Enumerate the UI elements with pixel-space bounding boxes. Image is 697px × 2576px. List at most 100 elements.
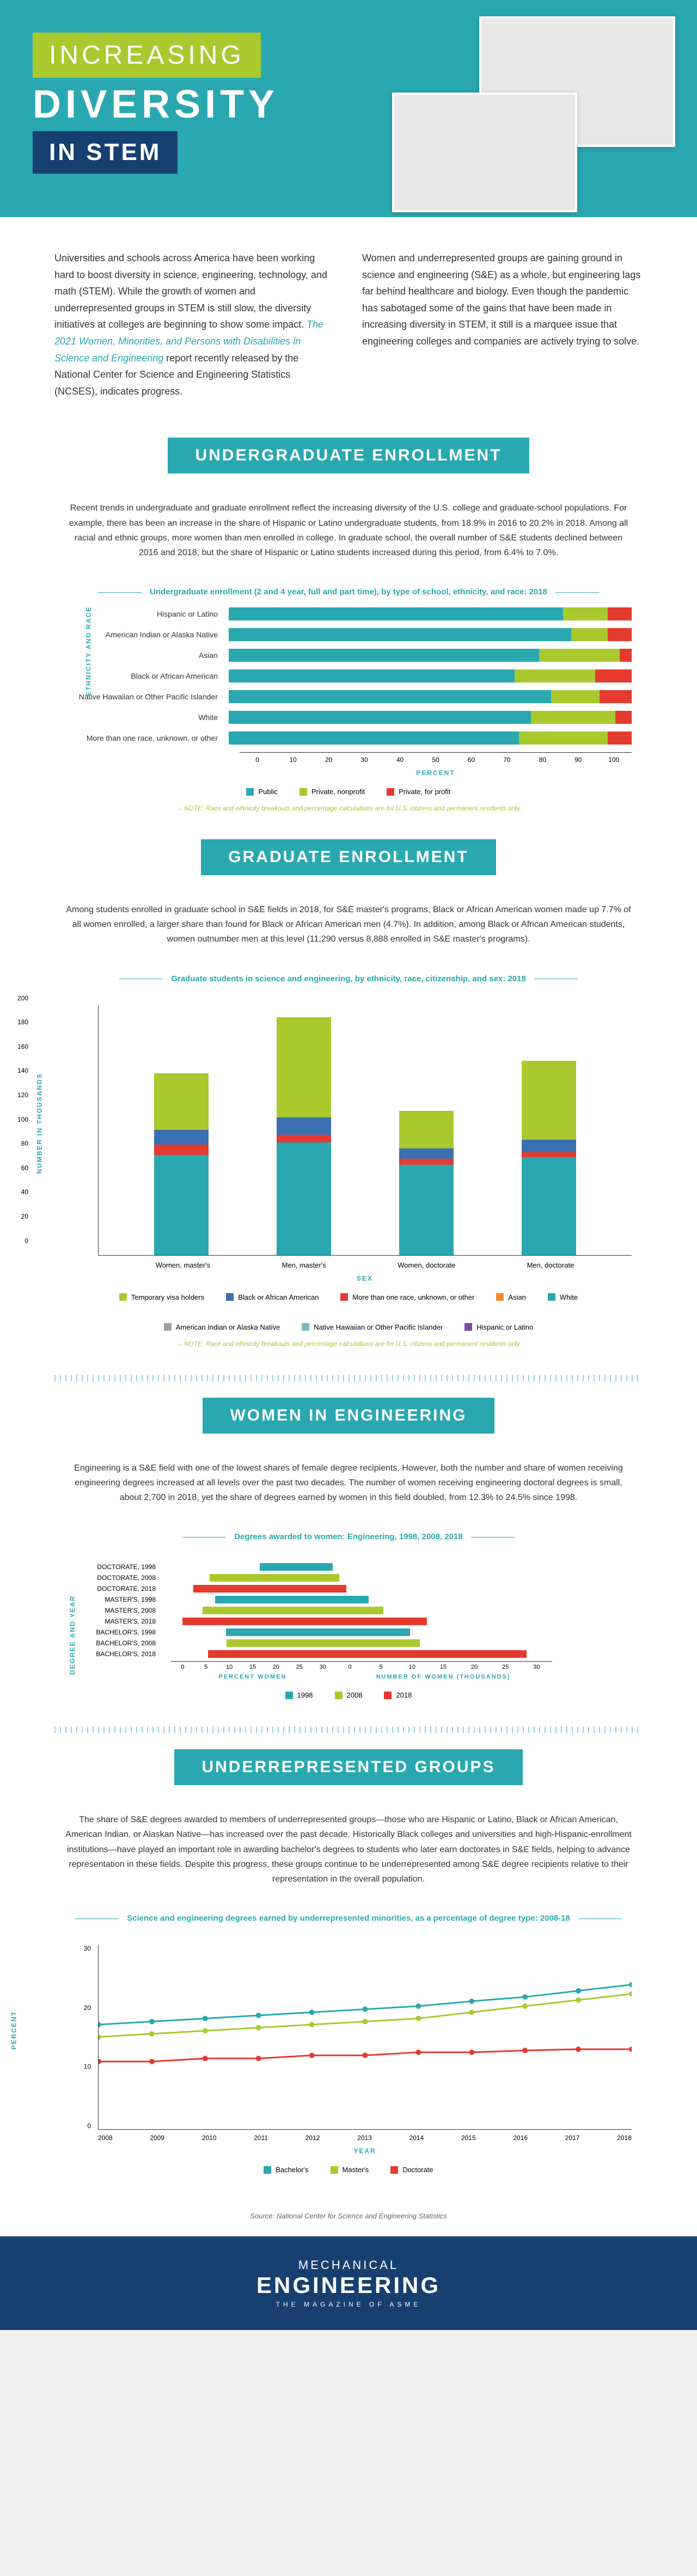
- tick: 25: [288, 1664, 311, 1670]
- line-series: [99, 1994, 632, 2037]
- bar-left: [203, 1607, 327, 1614]
- stacked-bar: [229, 669, 632, 683]
- tick: 2008: [98, 2134, 113, 2142]
- chart-row: BACHELOR'S, 2008: [65, 1639, 632, 1647]
- chart-row: American Indian or Alaska Native: [76, 628, 632, 641]
- tick: 20: [264, 1664, 288, 1670]
- data-point: [576, 1997, 581, 2003]
- tick: 120: [11, 1091, 28, 1099]
- sec4-legend: Bachelor'sMaster'sDoctorate: [65, 2166, 632, 2174]
- chart-row: Hispanic or Latino: [76, 607, 632, 620]
- data-point: [469, 1999, 474, 2004]
- sec4-x-axis: 2008200920102011201220132014201520162017…: [98, 2130, 632, 2142]
- data-point: [309, 2053, 315, 2058]
- sec4-title: UNDERREPRESENTED GROUPS: [174, 1749, 522, 1785]
- tick: 0: [11, 1237, 28, 1245]
- divider-icon: [54, 1726, 643, 1733]
- data-point: [522, 2048, 528, 2054]
- sec1-chart: ETHNICITY AND RACE Hispanic or Latino Am…: [0, 607, 697, 823]
- data-point: [309, 2022, 315, 2027]
- tick: 30: [521, 1664, 552, 1670]
- sec2-xlabel: SEX: [98, 1275, 632, 1282]
- sec2-chart-title: Graduate students in science and enginee…: [0, 974, 697, 983]
- legend-item: 2008: [335, 1691, 363, 1699]
- stacked-bar: [154, 1073, 209, 1255]
- tick: 200: [11, 994, 28, 1002]
- row-label: MASTER'S, 1998: [65, 1596, 163, 1603]
- data-point: [99, 2059, 101, 2064]
- tick: 160: [11, 1043, 28, 1050]
- tick: 30: [311, 1664, 334, 1670]
- chart-row: MASTER'S, 1998: [65, 1596, 632, 1603]
- row-label: MASTER'S, 2018: [65, 1618, 163, 1625]
- hero-image-lab: [392, 93, 577, 212]
- tick: Men, master's: [282, 1261, 326, 1269]
- chart-row: Native Hawaiian or Other Pacific Islande…: [76, 690, 632, 703]
- chart-row: More than one race, unknown, or other: [76, 731, 632, 745]
- sec4-desc: The share of S&E degrees awarded to memb…: [0, 1802, 697, 1903]
- tick: Women, doctorate: [398, 1261, 455, 1269]
- legend-item: Hispanic or Latino: [464, 1323, 533, 1331]
- tick: 100: [11, 1116, 28, 1123]
- tick: 2010: [202, 2134, 217, 2142]
- bar-left: [210, 1574, 327, 1582]
- tick: 50: [418, 756, 453, 764]
- data-point: [256, 2013, 261, 2018]
- tick: 20: [459, 1664, 490, 1670]
- bar-left: [193, 1585, 327, 1593]
- data-point: [203, 2016, 208, 2021]
- sec2-note: NOTE: Race and ethnicity breakouts and p…: [65, 1340, 632, 1348]
- sec2-desc: Among students enrolled in graduate scho…: [0, 892, 697, 963]
- data-point: [416, 2003, 421, 2009]
- sec2-title: GRADUATE ENROLLMENT: [201, 839, 496, 875]
- chart-row: DOCTORATE, 2008: [65, 1574, 632, 1582]
- data-point: [629, 1991, 632, 1997]
- legend-item: White: [548, 1293, 578, 1301]
- sec2-y-axis: 020406080100120140160180200: [11, 994, 28, 1245]
- data-point: [363, 2007, 368, 2012]
- row-label: DOCTORATE, 2018: [65, 1585, 163, 1593]
- sec1-title: UNDERGRADUATE ENROLLMENT: [168, 438, 529, 474]
- tick: 10: [218, 1664, 241, 1670]
- data-point: [149, 2059, 155, 2064]
- chart-row: MASTER'S, 2018: [65, 1618, 632, 1625]
- data-point: [149, 2031, 155, 2037]
- row-label: MASTER'S, 2008: [65, 1607, 163, 1614]
- tick: 2012: [305, 2134, 320, 2142]
- data-point: [203, 2028, 208, 2033]
- row-label: Native Hawaiian or Other Pacific Islande…: [76, 692, 229, 701]
- hero-title: INCREASING DIVERSITY IN STEM: [33, 33, 279, 174]
- tick: 10: [75, 2063, 91, 2070]
- sec3-ylabel: DEGREE AND YEAR: [69, 1595, 76, 1675]
- tick: 20: [75, 2004, 91, 2012]
- tick: 15: [427, 1664, 458, 1670]
- tick: 70: [489, 756, 524, 764]
- hero-section: INCREASING DIVERSITY IN STEM: [0, 0, 697, 217]
- sec3-x-axis: 302520151050 051015202530: [171, 1661, 632, 1670]
- bar-left: [215, 1596, 327, 1603]
- bar-right: [327, 1639, 420, 1647]
- bar-right: [327, 1585, 346, 1593]
- tick: 60: [11, 1164, 28, 1172]
- tick: 2014: [409, 2134, 424, 2142]
- tick: 2011: [254, 2134, 268, 2142]
- data-point: [469, 2009, 474, 2015]
- sec3-desc: Engineering is a S&E field with one of t…: [0, 1450, 697, 1522]
- sec4-header: UNDERREPRESENTED GROUPS: [0, 1749, 697, 1785]
- tick: 2009: [150, 2134, 164, 2142]
- legend-item: Black or African American: [226, 1293, 319, 1301]
- sec1-desc: Recent trends in undergraduate and gradu…: [0, 490, 697, 576]
- sec1-xlabel: PERCENT: [240, 769, 632, 777]
- bar-right: [327, 1574, 339, 1582]
- sec4-plot: 0102030: [98, 1945, 632, 2130]
- bar-right: [327, 1596, 369, 1603]
- legend-item: Private, nonprofit: [299, 788, 365, 796]
- tick: 2018: [617, 2134, 632, 2142]
- sec4-lines: [99, 1945, 632, 2129]
- chart-row: Asian: [76, 649, 632, 662]
- source-text: Source: National Center for Science and …: [0, 2212, 697, 2220]
- legend-item: Native Hawaiian or Other Pacific Islande…: [302, 1323, 443, 1331]
- bar-left: [226, 1628, 327, 1636]
- row-label: More than one race, unknown, or other: [76, 734, 229, 742]
- tick: 2013: [357, 2134, 372, 2142]
